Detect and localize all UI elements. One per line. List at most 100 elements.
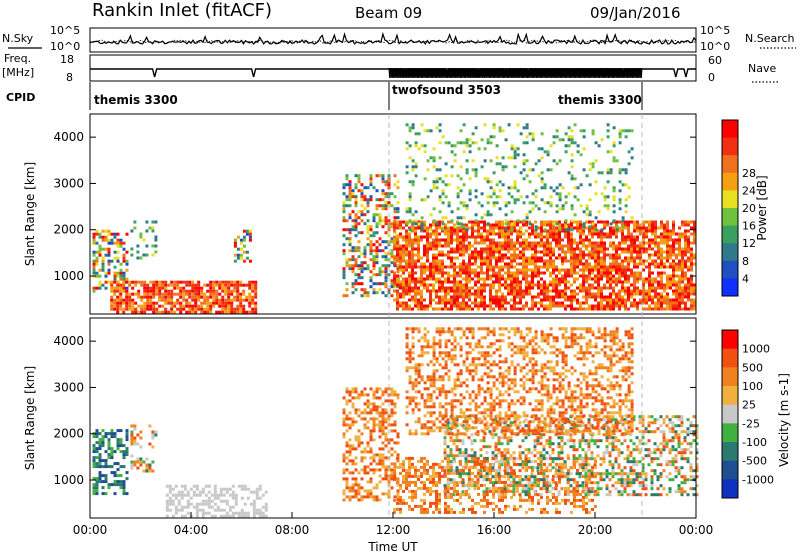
heatmap-cell xyxy=(190,503,193,506)
heatmap-cell xyxy=(549,254,552,257)
heatmap-cell xyxy=(540,272,543,275)
heatmap-cell xyxy=(373,405,376,408)
heatmap-cell xyxy=(549,245,552,248)
heatmap-cell xyxy=(399,496,402,499)
heatmap-cell xyxy=(582,308,585,311)
heatmap-cell xyxy=(361,390,364,393)
heatmap-cell xyxy=(352,489,355,492)
heatmap-cell xyxy=(603,260,606,263)
heatmap-cell xyxy=(373,396,376,399)
heatmap-cell xyxy=(116,290,119,293)
heatmap-cell xyxy=(444,299,447,302)
heatmap-cell xyxy=(220,515,223,518)
heatmap-cell xyxy=(233,311,236,314)
heatmap-cell xyxy=(606,299,609,302)
heatmap-cell xyxy=(579,221,582,224)
heatmap-cell xyxy=(660,308,663,311)
heatmap-cell xyxy=(567,275,570,278)
heatmap-cell xyxy=(514,201,517,204)
heatmap-cell xyxy=(627,296,630,299)
heatmap-cell xyxy=(492,257,495,260)
heatmap-cell xyxy=(361,270,364,273)
heatmap-cell xyxy=(687,257,690,260)
heatmap-cell xyxy=(591,266,594,269)
heatmap-cell xyxy=(196,509,199,512)
heatmap-cell xyxy=(396,227,399,230)
heatmap-cell xyxy=(114,450,117,453)
heatmap-cell xyxy=(502,165,505,168)
heatmap-cell xyxy=(435,266,438,269)
heatmap-cell xyxy=(212,281,215,284)
heatmap-cell xyxy=(468,293,471,296)
heatmap-cell xyxy=(402,463,405,466)
heatmap-cell xyxy=(399,257,402,260)
heatmap-cell xyxy=(579,248,582,251)
heatmap-cell xyxy=(657,305,660,308)
heatmap-cell xyxy=(432,269,435,272)
heatmap-cell xyxy=(459,502,462,505)
heatmap-cell xyxy=(660,287,663,290)
heatmap-cell xyxy=(460,129,463,132)
heatmap-cell xyxy=(613,126,616,129)
heatmap-cell xyxy=(110,299,113,302)
heatmap-cell xyxy=(666,233,669,236)
heatmap-cell xyxy=(382,459,385,462)
heatmap-cell xyxy=(477,251,480,254)
heatmap-cell xyxy=(507,236,510,239)
heatmap-cell xyxy=(436,168,439,171)
heatmap-cell xyxy=(352,495,355,498)
heatmap-cell xyxy=(606,266,609,269)
heatmap-cell xyxy=(469,150,472,153)
heatmap-cell xyxy=(540,245,543,248)
heatmap-cell xyxy=(663,290,666,293)
heatmap-cell xyxy=(126,447,129,450)
heatmap-cell xyxy=(459,254,462,257)
heatmap-cell xyxy=(462,248,465,251)
heatmap-cell xyxy=(405,302,408,305)
heatmap-cell xyxy=(414,496,417,499)
heatmap-cell xyxy=(669,287,672,290)
heatmap-cell xyxy=(660,281,663,284)
heatmap-cell xyxy=(370,180,373,183)
heatmap-cell xyxy=(495,278,498,281)
heatmap-cell xyxy=(385,246,388,249)
heatmap-cell xyxy=(435,496,438,499)
heatmap-cell xyxy=(119,296,122,299)
heatmap-cell xyxy=(376,246,379,249)
heatmap-cell xyxy=(191,284,194,287)
heatmap-cell xyxy=(468,287,471,290)
heatmap-cell xyxy=(561,251,564,254)
heatmap-cell xyxy=(490,180,493,183)
heatmap-cell xyxy=(609,266,612,269)
heatmap-cell xyxy=(528,281,531,284)
heatmap-cell xyxy=(397,393,400,396)
heatmap-cell xyxy=(370,243,373,246)
heatmap-cell xyxy=(528,236,531,239)
heatmap-cell xyxy=(480,305,483,308)
heatmap-cell xyxy=(218,287,221,290)
heatmap-cell xyxy=(248,284,251,287)
heatmap-cell xyxy=(585,248,588,251)
heatmap-cell xyxy=(182,287,185,290)
heatmap-cell xyxy=(128,281,131,284)
heatmap-cell xyxy=(444,505,447,508)
heatmap-cell xyxy=(621,251,624,254)
heatmap-cell xyxy=(370,408,373,411)
heatmap-cell xyxy=(394,411,397,414)
heatmap-cell xyxy=(618,278,621,281)
heatmap-cell xyxy=(456,281,459,284)
heatmap-cell xyxy=(582,287,585,290)
heatmap-cell xyxy=(227,308,230,311)
heatmap-cell xyxy=(352,228,355,231)
heatmap-cell xyxy=(543,281,546,284)
heatmap-cell xyxy=(606,233,609,236)
heatmap-cell xyxy=(364,198,367,201)
heatmap-cell xyxy=(516,257,519,260)
heatmap-cell xyxy=(612,275,615,278)
heatmap-cell xyxy=(591,296,594,299)
heatmap-cell xyxy=(130,455,133,458)
heatmap-cell xyxy=(552,496,555,499)
heatmap-cell xyxy=(600,263,603,266)
heatmap-cell xyxy=(240,248,243,251)
heatmap-cell xyxy=(114,242,117,245)
